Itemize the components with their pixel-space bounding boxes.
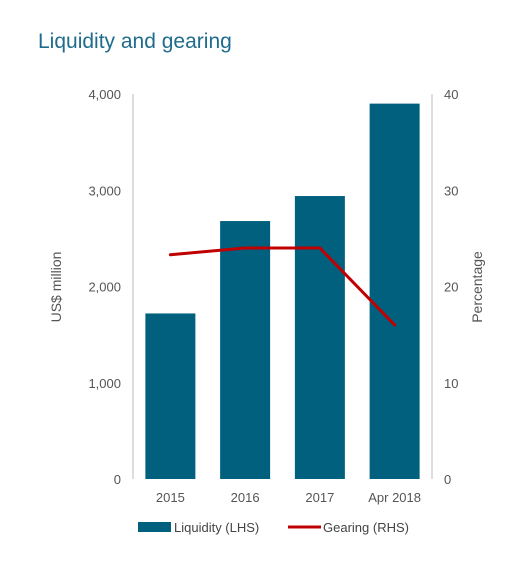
line-point xyxy=(243,246,247,250)
chart-axes xyxy=(132,94,433,479)
y-tick-right-label: 10 xyxy=(444,376,458,391)
x-tick-label: 2016 xyxy=(231,490,260,505)
y-tick-left-label: 2,000 xyxy=(88,280,121,295)
y-tick-right-label: 40 xyxy=(444,87,458,102)
bar xyxy=(220,221,271,480)
y-tick-right-label: 20 xyxy=(444,280,458,295)
gearing-line xyxy=(170,246,396,327)
y-tick-right-label: 0 xyxy=(444,472,451,487)
bar xyxy=(145,313,196,479)
line-point xyxy=(318,246,322,250)
bar-series xyxy=(145,103,420,480)
bar xyxy=(294,196,345,479)
y-axis-right-label: Percentage xyxy=(469,251,485,323)
y-tick-right-label: 30 xyxy=(444,183,458,198)
line-point xyxy=(168,253,172,257)
legend-label-liquidity: Liquidity (LHS) xyxy=(174,520,259,535)
x-tick-label: Apr 2018 xyxy=(368,490,421,505)
legend: Liquidity (LHS) Gearing (RHS) xyxy=(138,520,409,535)
chart-title: Liquidity and gearing xyxy=(38,30,232,53)
line-series xyxy=(168,246,397,327)
y-tick-left-label: 0 xyxy=(114,472,121,487)
legend-swatch-liquidity xyxy=(138,522,171,532)
legend-label-gearing: Gearing (RHS) xyxy=(323,520,409,535)
y-tick-left-label: 1,000 xyxy=(88,376,121,391)
y-tick-left-label: 3,000 xyxy=(88,183,121,198)
tick-labels: 0 1,000 2,000 3,000 4,000 0 10 20 30 40 2015 2016 20… xyxy=(88,87,458,505)
y-tick-left-label: 4,000 xyxy=(88,87,121,102)
bar xyxy=(369,103,420,479)
x-tick-label: 2015 xyxy=(156,490,185,505)
y-axis-left-label: US$ million xyxy=(48,252,64,323)
x-tick-label: 2017 xyxy=(305,490,334,505)
line-point xyxy=(393,323,397,327)
